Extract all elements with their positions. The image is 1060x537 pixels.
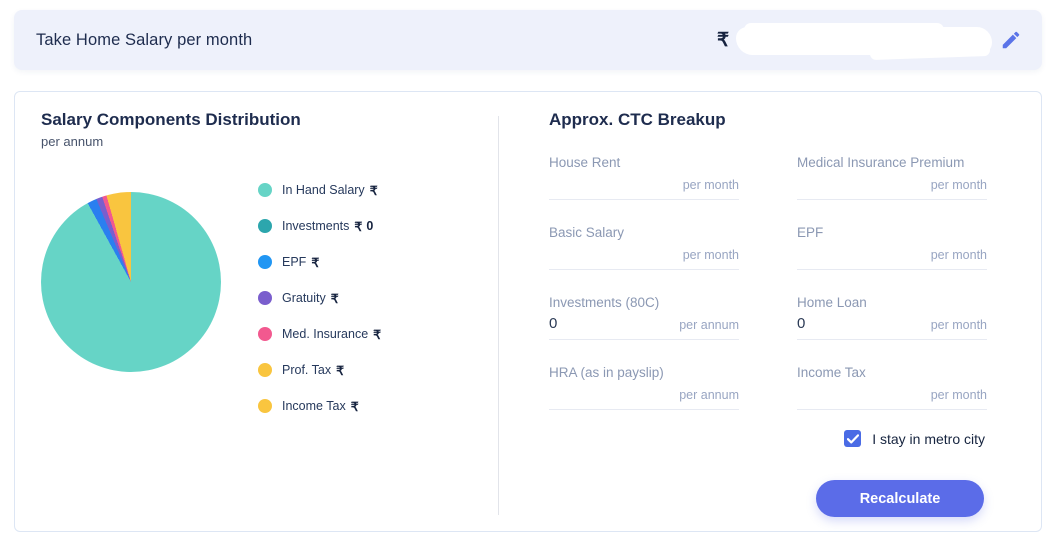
metro-city-label: I stay in metro city	[872, 430, 985, 447]
legend-item-gratuity: Gratuity ₹	[258, 280, 399, 316]
legend-dot	[258, 183, 272, 197]
field-hra: HRA (as in payslip) per annum	[549, 364, 739, 410]
rupee-symbol: ₹	[330, 291, 339, 306]
field-income-tax: Income Tax per month	[797, 364, 987, 410]
field-underline	[797, 269, 987, 270]
legend-item-med-insurance: Med. Insurance ₹	[258, 316, 399, 352]
field-underline	[549, 199, 739, 200]
legend-item-income-tax: Income Tax ₹	[258, 388, 399, 424]
income-tax-input[interactable]	[797, 384, 827, 404]
recalculate-button[interactable]: Recalculate	[816, 480, 984, 517]
legend-value: 0	[366, 219, 374, 233]
field-underline	[549, 269, 739, 270]
medical-insurance-input[interactable]	[797, 174, 827, 194]
epf-input[interactable]	[797, 244, 827, 264]
rupee-symbol: ₹	[350, 399, 359, 414]
pie-legend: In Hand Salary ₹ Investments ₹ 0 EPF ₹ G…	[258, 172, 399, 424]
legend-dot	[258, 255, 272, 269]
legend-item-investments: Investments ₹ 0	[258, 208, 399, 244]
field-underline	[549, 339, 739, 340]
legend-item-in-hand-salary: In Hand Salary ₹	[258, 172, 399, 208]
ctc-fields-grid: House Rent per month Medical Insurance P…	[549, 154, 987, 410]
rupee-symbol: ₹	[311, 255, 320, 270]
calculator-card: Salary Components Distribution per annum…	[14, 91, 1042, 532]
edit-icon[interactable]	[1000, 29, 1022, 51]
field-epf: EPF per month	[797, 224, 987, 270]
field-underline	[797, 339, 987, 340]
field-investments-80c: Investments (80C) 0 per annum	[549, 294, 739, 340]
rupee-symbol: ₹	[373, 327, 382, 342]
field-medical-insurance-premium: Medical Insurance Premium per month	[797, 154, 987, 200]
take-home-salary-bar: Take Home Salary per month ₹	[14, 10, 1042, 70]
field-basic-salary: Basic Salary per month	[549, 224, 739, 270]
field-home-loan: Home Loan 0 per month	[797, 294, 987, 340]
redacted-salary-value	[736, 23, 992, 55]
field-underline	[797, 409, 987, 410]
legend-dot	[258, 219, 272, 233]
distribution-subtitle: per annum	[41, 134, 104, 149]
field-underline	[549, 409, 739, 410]
legend-item-epf: EPF ₹	[258, 244, 399, 280]
legend-dot	[258, 327, 272, 341]
legend-dot	[258, 399, 272, 413]
house-rent-input[interactable]	[549, 174, 579, 194]
rupee-symbol: ₹	[717, 29, 730, 51]
ctc-breakup-title: Approx. CTC Breakup	[549, 110, 726, 129]
field-house-rent: House Rent per month	[549, 154, 739, 200]
home-loan-input[interactable]: 0	[797, 315, 806, 332]
legend-dot	[258, 363, 272, 377]
investments-80c-input[interactable]: 0	[549, 315, 558, 332]
take-home-salary-label: Take Home Salary per month	[36, 30, 253, 49]
rupee-symbol: ₹	[369, 183, 378, 198]
legend-dot	[258, 291, 272, 305]
metro-city-checkbox-row[interactable]: I stay in metro city	[844, 430, 985, 447]
salary-pie-chart	[41, 192, 221, 372]
basic-salary-input[interactable]	[549, 244, 579, 264]
panel-divider	[498, 116, 499, 515]
rupee-symbol: ₹	[336, 363, 345, 378]
legend-item-prof-tax: Prof. Tax ₹	[258, 352, 399, 388]
distribution-title: Salary Components Distribution	[41, 110, 301, 129]
hra-input[interactable]	[549, 384, 579, 404]
field-underline	[797, 199, 987, 200]
rupee-symbol: ₹	[354, 219, 363, 234]
metro-city-checkbox[interactable]	[844, 430, 862, 447]
